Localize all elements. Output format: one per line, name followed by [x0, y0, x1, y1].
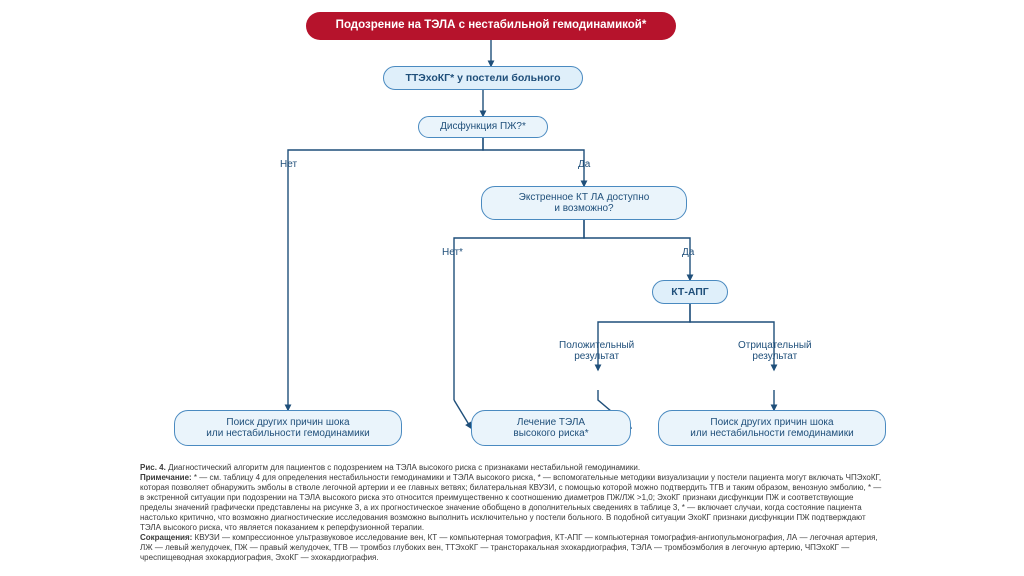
caption-fig-label: Рис. 4. [140, 463, 166, 472]
node-rv-dysfunction: Дисфункция ПЖ?* [418, 116, 548, 138]
caption-note-text: * — см. таблицу 4 для определения нестаб… [140, 473, 881, 532]
node-treatment: Лечение ТЭЛАвысокого риска* [471, 410, 631, 446]
node-tte: ТТЭхоКГ* у постели больного [383, 66, 583, 90]
label-yes-2: Да [682, 247, 694, 258]
node-suspicion: Подозрение на ТЭЛА с нестабильной гемоди… [306, 12, 676, 40]
figure-caption: Рис. 4. Диагностический алгоритм для пац… [140, 463, 885, 563]
label-yes-1: Да [578, 159, 590, 170]
caption-note-label: Примечание: [140, 473, 192, 482]
node-other-causes-left: Поиск других причин шокаили нестабильнос… [174, 410, 402, 446]
caption-abbr-label: Сокращения: [140, 533, 192, 542]
label-no-2: Нет* [442, 247, 463, 258]
label-negative: Отрицательныйрезультат [738, 340, 812, 362]
label-positive: Положительныйрезультат [559, 340, 634, 362]
label-no-1: Нет [280, 159, 297, 170]
node-ct-available: Экстренное КТ ЛА доступнои возможно? [481, 186, 687, 220]
diagram-canvas: Подозрение на ТЭЛА с нестабильной гемоди… [0, 0, 1024, 576]
node-other-causes-right: Поиск других причин шокаили нестабильнос… [658, 410, 886, 446]
node-ctapg: КТ-АПГ [652, 280, 728, 304]
caption-abbr-text: КВУЗИ — компрессионное ультразвуковое ис… [140, 533, 878, 562]
caption-fig-text: Диагностический алгоритм для пациентов с… [168, 463, 640, 472]
